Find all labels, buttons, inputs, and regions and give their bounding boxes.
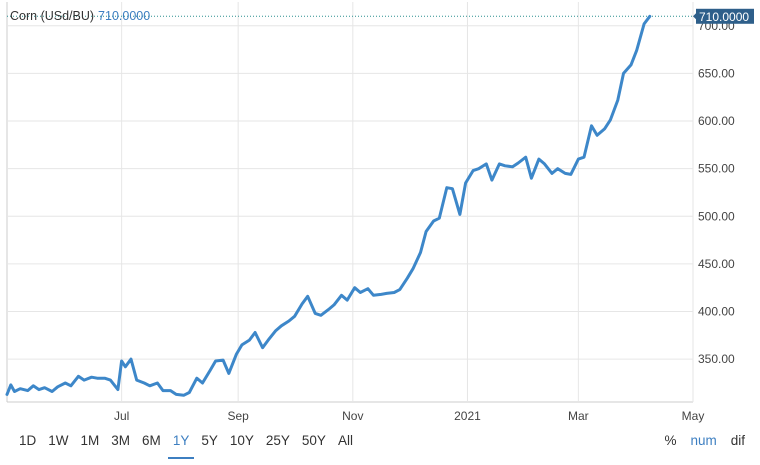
range-button-50y[interactable]: 50Y <box>301 433 326 448</box>
range-button-3m[interactable]: 3M <box>111 433 131 448</box>
chart-title: Corn (USd/BU) 710.0000 <box>10 9 150 23</box>
control-bar: 1D 1W 1M 3M 6M 1Y 5Y 10Y 25Y 50Y All % num dif <box>0 428 760 465</box>
xtick-label: Mar <box>568 409 589 423</box>
grid <box>6 2 694 403</box>
xtick-label: Sep <box>227 409 249 423</box>
xtick-label: Jul <box>114 409 129 423</box>
price-badge-bg <box>696 8 754 24</box>
range-button-5y[interactable]: 5Y <box>201 433 218 448</box>
range-button-10y[interactable]: 10Y <box>229 433 254 448</box>
ytick-label: 650.00 <box>698 66 735 80</box>
xtick-label: Nov <box>342 409 363 423</box>
price-chart[interactable]: 350.00 400.00 450.00 500.00 550.00 600.00 650.… <box>0 0 760 425</box>
ytick-label: 550.00 <box>698 162 735 176</box>
last-price: 710.0000 <box>98 9 151 23</box>
xtick-label: May <box>682 409 705 423</box>
range-button-all[interactable]: All <box>337 433 353 448</box>
ytick-label: 600.00 <box>698 114 735 128</box>
range-button-25y[interactable]: 25Y <box>265 433 290 448</box>
mode-button-dif[interactable]: dif <box>730 433 745 448</box>
ytick-label: 450.00 <box>698 257 735 271</box>
price-badge-group: 710.0000 <box>693 8 754 24</box>
instrument-name: Corn (USd/BU) <box>10 9 95 23</box>
mode-button-num[interactable]: num <box>690 433 717 448</box>
chart-area: Corn (USd/BU) 710.0000 350.00 400.00 450.00… <box>0 0 760 425</box>
range-button-1y[interactable]: 1Y <box>167 428 195 459</box>
range-button-1d[interactable]: 1D <box>19 433 37 448</box>
ytick-label: 500.00 <box>698 209 735 223</box>
series <box>5 14 652 397</box>
ytick-label: 350.00 <box>698 352 735 366</box>
price-badge-pointer <box>693 13 696 20</box>
range-button-6m[interactable]: 6M <box>142 433 161 448</box>
range-button-1m[interactable]: 1M <box>80 433 100 448</box>
price-badge-label: 710.0000 <box>699 10 749 24</box>
xtick-label: 2021 <box>454 409 481 423</box>
mode-button-percent[interactable]: % <box>664 433 677 448</box>
axes: 350.00 400.00 450.00 500.00 550.00 600.00 650.… <box>114 19 735 423</box>
ytick-label: 400.00 <box>698 305 735 319</box>
mode-selector: % num dif <box>650 428 745 449</box>
series-line <box>5 14 652 397</box>
range-button-1w[interactable]: 1W <box>48 433 69 448</box>
range-selector: 1D 1W 1M 3M 6M 1Y 5Y 10Y 25Y 50Y All <box>14 428 360 459</box>
